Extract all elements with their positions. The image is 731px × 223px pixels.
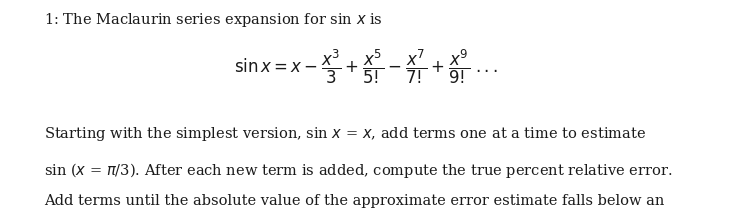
Text: $\sin x = x - \dfrac{x^3}{3} + \dfrac{x^5}{5!} - \dfrac{x^7}{7!} + \dfrac{x^9}{9: $\sin x = x - \dfrac{x^3}{3} + \dfrac{x^… xyxy=(234,48,497,86)
Text: Add terms until the absolute value of the approximate error estimate falls below: Add terms until the absolute value of th… xyxy=(44,194,664,208)
Text: Starting with the simplest version, sin $x$ = $x$, add terms one at a time to es: Starting with the simplest version, sin … xyxy=(44,125,646,143)
Text: 1: The Maclaurin series expansion for sin $x$ is: 1: The Maclaurin series expansion for si… xyxy=(44,11,383,29)
Text: sin ($x$ = $\pi$/3). After each new term is added, compute the true percent rela: sin ($x$ = $\pi$/3). After each new term… xyxy=(44,161,673,180)
